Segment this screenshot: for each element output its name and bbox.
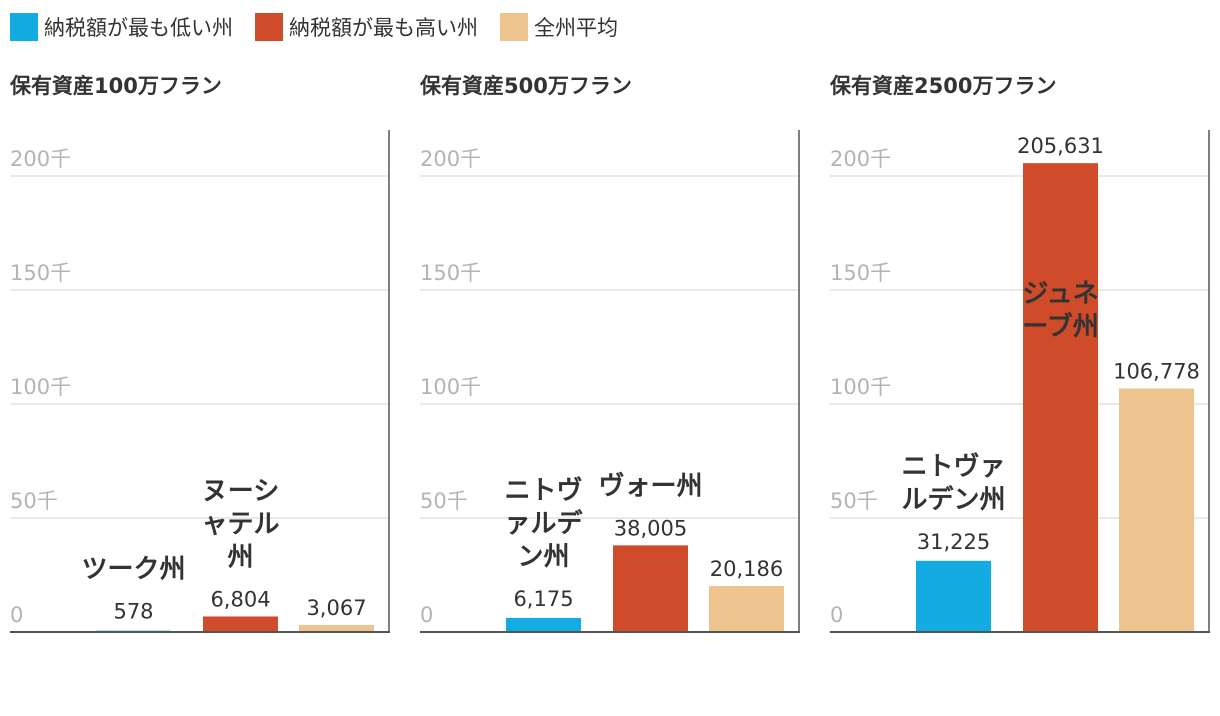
legend-item-highest: 納税額が最も高い州 — [255, 12, 478, 42]
legend-swatch-average — [500, 13, 528, 41]
panel-title: 保有資産500万フラン — [419, 74, 632, 98]
y-tick-label: 50千 — [830, 489, 878, 513]
y-tick-label: 150千 — [10, 261, 71, 285]
region-label: ジュネ — [1022, 279, 1098, 309]
y-tick-label: 100千 — [830, 375, 891, 399]
legend-swatch-highest — [255, 13, 283, 41]
region-label: ツーク州 — [81, 555, 185, 585]
legend-swatch-lowest — [10, 13, 38, 41]
value-label: 3,067 — [306, 596, 366, 620]
bar — [1023, 163, 1098, 632]
y-tick-label: 200千 — [10, 147, 71, 171]
region-label: ヌーシ — [202, 476, 279, 506]
bar — [299, 625, 374, 632]
region-label: ン州 — [517, 542, 569, 572]
y-tick-label: 0 — [830, 603, 843, 627]
region-label: ニトヴァ — [901, 451, 1005, 482]
y-tick-label: 50千 — [420, 489, 468, 513]
legend-label-lowest: 納税額が最も低い州 — [44, 16, 233, 40]
value-label: 20,186 — [710, 557, 783, 581]
bar — [1119, 388, 1194, 632]
y-tick-label: 0 — [10, 603, 23, 627]
bar — [916, 560, 991, 632]
legend-item-lowest: 納税額が最も低い州 — [10, 12, 233, 42]
region-label: ヴォー州 — [598, 470, 702, 501]
legend-item-average: 全州平均 — [500, 12, 618, 42]
value-label: 205,631 — [1017, 134, 1104, 158]
value-label: 6,175 — [513, 587, 573, 611]
y-tick-label: 200千 — [830, 147, 891, 171]
panel-title: 保有資産100万フラン — [9, 74, 222, 98]
panel-title: 保有資産2500万フラン — [829, 74, 1056, 98]
bar — [506, 617, 581, 632]
bar — [709, 585, 784, 632]
value-label: 31,225 — [917, 530, 990, 554]
bar — [613, 545, 688, 632]
y-tick-label: 0 — [420, 603, 433, 627]
y-tick-label: 200千 — [420, 147, 481, 171]
y-tick-label: 150千 — [420, 261, 481, 285]
region-label: ァルデ — [504, 508, 583, 539]
region-label: ャテル — [201, 509, 279, 539]
y-tick-label: 150千 — [830, 261, 891, 285]
legend-label-average: 全州平均 — [534, 16, 618, 40]
value-label: 106,778 — [1113, 360, 1200, 384]
y-tick-label: 50千 — [10, 489, 58, 513]
y-tick-label: 100千 — [10, 375, 71, 399]
value-label: 38,005 — [614, 516, 687, 540]
region-label: ルデン州 — [901, 484, 1005, 515]
y-tick-label: 100千 — [420, 375, 481, 399]
legend: 納税額が最も低い州 納税額が最も高い州 全州平均 — [10, 10, 640, 44]
legend-label-highest: 納税額が最も高い州 — [289, 16, 478, 40]
region-label: 州 — [227, 542, 253, 572]
value-label: 578 — [113, 600, 153, 624]
region-label: ーブ州 — [1022, 311, 1098, 342]
value-label: 6,804 — [210, 587, 270, 611]
bar — [203, 616, 278, 632]
region-label: ニトヴ — [504, 475, 582, 506]
